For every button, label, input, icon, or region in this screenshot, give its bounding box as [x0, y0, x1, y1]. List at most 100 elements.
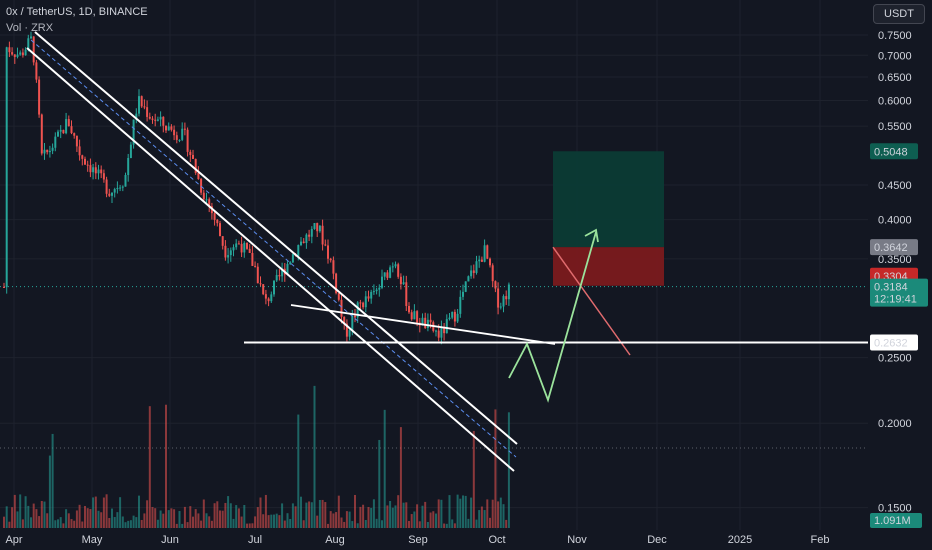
candle-body — [505, 296, 508, 300]
volume-bar — [435, 513, 437, 528]
candle-body — [24, 49, 27, 56]
volume-bar — [483, 510, 486, 528]
volume-bar — [251, 523, 254, 528]
volume-bar — [129, 520, 132, 528]
candle-body — [54, 136, 57, 148]
volume-bar — [240, 516, 243, 528]
volume-bar — [494, 409, 497, 528]
volume-bar — [300, 496, 302, 528]
volume-bar — [86, 508, 89, 528]
candle-body — [370, 291, 373, 299]
candle-body — [348, 330, 351, 337]
price-axis[interactable]: 0.7500 0.7000 0.6500 0.6000 0.5500 0.4500 0.40… — [878, 30, 912, 515]
candle-body — [335, 273, 338, 294]
volume-bar — [159, 510, 162, 528]
candle-body — [156, 119, 159, 121]
volume-bar — [11, 507, 14, 528]
arrow-head-icon — [584, 228, 599, 243]
candle-body — [94, 167, 97, 174]
volume-bar — [21, 519, 24, 528]
volume-bar — [381, 520, 383, 528]
candle-body — [227, 255, 230, 258]
volume-bar — [175, 523, 178, 528]
candle-body — [235, 243, 238, 248]
volume-bar — [372, 499, 375, 528]
candle-body — [151, 118, 154, 120]
volume-bar — [389, 500, 392, 528]
projection-path — [508, 231, 597, 403]
candle-body — [205, 199, 208, 201]
volume-bar — [502, 504, 505, 528]
volume-bar — [313, 385, 316, 528]
volume-bar — [424, 501, 427, 528]
candle-body — [254, 265, 257, 267]
volume-bar — [329, 511, 332, 528]
volume-bar — [224, 502, 227, 528]
candle-body — [132, 119, 135, 145]
price-tick-label: 0.7000 — [878, 50, 912, 62]
volume-bar — [316, 515, 319, 528]
volume-bar — [505, 519, 508, 528]
volume-bar — [489, 517, 491, 528]
volume-bar — [421, 505, 424, 528]
volume-bar — [359, 506, 362, 528]
volume-bar — [367, 507, 370, 528]
volume-bar — [192, 516, 194, 528]
candle-body — [459, 296, 462, 314]
candle-body — [429, 319, 432, 323]
volume-bar — [370, 507, 373, 528]
candle-body — [302, 241, 305, 243]
currency-button[interactable]: USDT — [873, 4, 925, 24]
volume-bar — [202, 499, 205, 528]
volume-bar — [413, 511, 416, 528]
candle-body — [189, 151, 192, 155]
channel-mid-line — [30, 39, 517, 458]
candle-body — [51, 147, 54, 151]
volume-bar — [499, 497, 502, 528]
label-target-bg — [870, 143, 918, 160]
volume-bar — [111, 508, 113, 528]
channel-lower-line — [26, 47, 515, 472]
candle-body — [324, 244, 327, 246]
candle-body — [121, 186, 124, 188]
volume-bars — [3, 385, 510, 528]
volume-bar — [451, 519, 454, 528]
candle-body — [410, 312, 413, 320]
volume-bar — [13, 494, 16, 528]
candle-body — [499, 306, 502, 308]
volume-bar — [273, 514, 275, 528]
candle-body — [437, 330, 440, 338]
volume-bar — [24, 496, 27, 528]
candle-body — [86, 164, 89, 166]
candle-body — [127, 157, 130, 176]
volume-bar — [478, 510, 481, 528]
candle-body — [73, 133, 76, 136]
volume-bar — [402, 502, 405, 528]
candle-body — [35, 62, 38, 80]
volume-bar — [405, 502, 408, 528]
candle-body — [321, 225, 324, 245]
volume-bar — [19, 494, 22, 528]
volume-bar — [237, 508, 240, 528]
volume-bar — [62, 523, 65, 528]
volume-bar — [186, 522, 189, 528]
volume-bar — [167, 510, 170, 528]
label-support-bg — [870, 334, 918, 351]
candle-body — [394, 264, 397, 267]
volume-bar — [54, 520, 57, 528]
volume-bar — [321, 499, 324, 528]
volume-bar — [305, 502, 308, 528]
volume-bar — [254, 516, 257, 528]
volume-bar — [289, 518, 292, 528]
volume-bar — [197, 513, 200, 528]
candle-body — [175, 135, 178, 140]
candle-body — [181, 128, 184, 140]
candle-body — [354, 315, 356, 318]
price-tick-label: 0.7500 — [878, 30, 912, 42]
volume-bar — [94, 496, 97, 528]
time-axis[interactable]: Apr May Jun Jul Aug Sep Oct Nov Dec 2025 Feb — [5, 534, 829, 546]
label-entry-text: 0.3642 — [874, 242, 908, 254]
candle-body — [483, 245, 486, 262]
candle-body — [316, 223, 319, 232]
